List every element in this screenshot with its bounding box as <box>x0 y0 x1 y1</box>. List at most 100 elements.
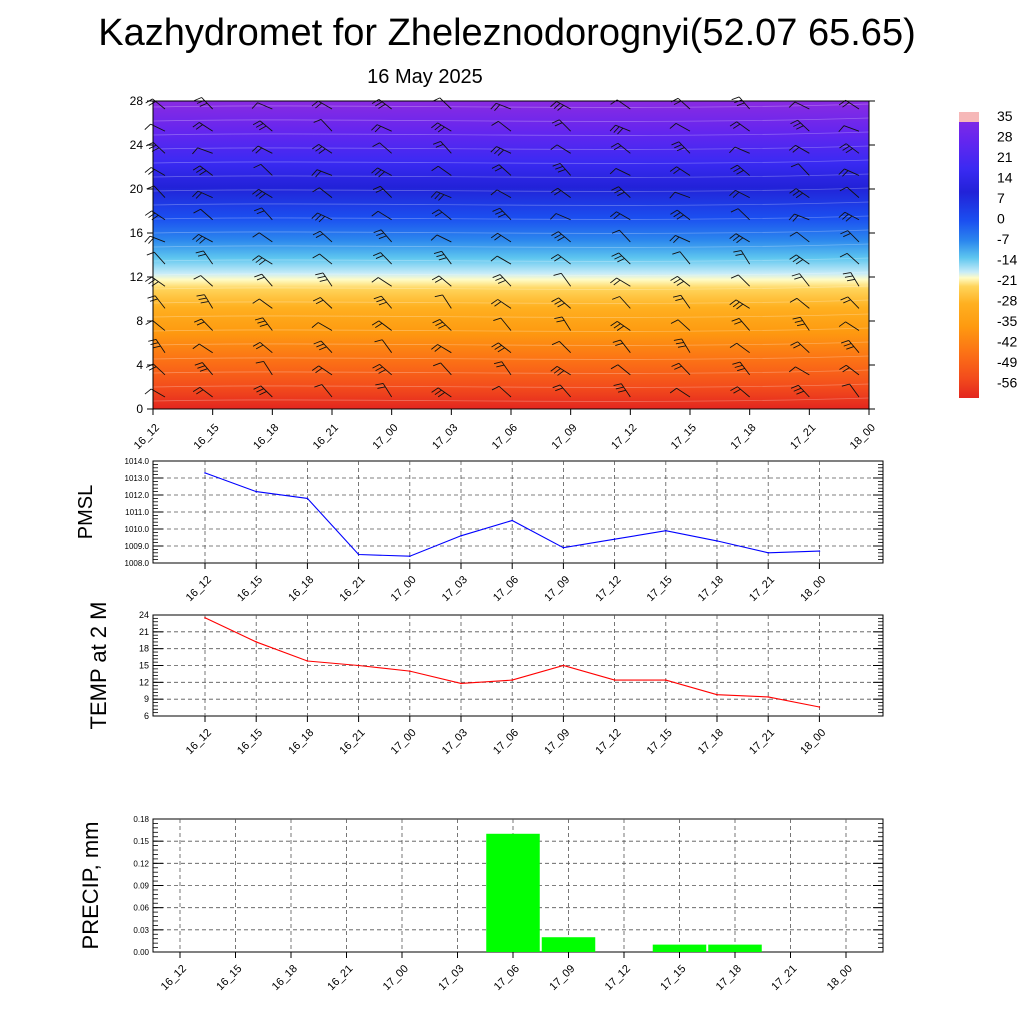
wind-barb-staff <box>497 232 512 243</box>
x-tick-label: 16_18 <box>286 727 316 757</box>
wind-barb-feather <box>318 346 327 351</box>
wind-barb-feather <box>490 146 497 153</box>
wind-barb-staff <box>321 384 333 398</box>
temp-point <box>255 641 257 643</box>
y-tick-label: 28 <box>130 94 144 108</box>
wind-barb-staff <box>620 339 631 353</box>
wind-barb-feather <box>789 297 798 303</box>
wind-barb-feather <box>796 323 805 327</box>
wind-barb-staff <box>154 295 166 309</box>
wind-barb-feather <box>838 125 845 133</box>
wind-barb-feather <box>494 235 502 241</box>
wind-barb-feather <box>730 208 739 213</box>
y-tick-label: 0.00 <box>133 948 149 957</box>
wind-barb-feather <box>735 253 744 256</box>
wind-barb-feather <box>792 190 800 196</box>
wind-barb-feather <box>436 254 445 258</box>
wind-barb <box>252 255 273 266</box>
colorbar-label: 0 <box>997 211 1005 227</box>
x-tick-label: 17_06 <box>491 574 521 604</box>
wind-barb-feather <box>490 189 498 196</box>
y-tick-label: 1010.0 <box>125 525 150 534</box>
wind-barb-feather <box>673 278 681 284</box>
wind-barb-feather <box>147 295 156 299</box>
contour-line <box>152 313 870 318</box>
wind-barb-staff <box>845 99 860 110</box>
contour-line <box>152 215 870 220</box>
wind-barb-feather <box>552 162 561 167</box>
wind-barb-staff <box>261 207 273 221</box>
wind-barb-feather <box>197 253 206 257</box>
x-tick-label: 16_21 <box>311 422 341 452</box>
wind-barb <box>788 101 810 110</box>
wind-barb-feather <box>433 140 441 145</box>
wind-barb-feather <box>144 235 151 243</box>
wind-barb-feather <box>553 103 561 109</box>
wind-barb-feather <box>253 163 262 169</box>
wind-barb-feather <box>438 194 445 201</box>
x-tick-label: 17_09 <box>542 574 572 604</box>
wind-barb-feather <box>372 363 380 369</box>
wind-barb <box>312 230 333 243</box>
wind-barb <box>254 273 273 287</box>
x-tick-label: 17_15 <box>658 963 688 993</box>
wind-barb <box>371 124 392 133</box>
wind-barb <box>669 166 691 176</box>
wind-barb-feather <box>839 252 848 258</box>
wind-barb-feather <box>374 339 383 343</box>
x-tick-label: 17_21 <box>788 422 818 452</box>
wind-barb-staff <box>319 230 333 243</box>
pmsl-point <box>409 555 411 557</box>
pmsl-point <box>818 550 821 552</box>
wind-barb-feather <box>550 144 558 151</box>
wind-barb-feather <box>375 322 383 328</box>
wind-barb-feather <box>674 144 682 149</box>
wind-barb-feather <box>551 119 560 124</box>
wind-barb-staff <box>199 387 213 398</box>
y-tick-label: 1008.0 <box>125 559 150 568</box>
wind-barb-staff <box>680 295 691 309</box>
wind-barb <box>789 254 810 265</box>
wind-barb <box>840 296 860 309</box>
contour-line <box>152 145 870 150</box>
contour-line <box>152 369 870 374</box>
wind-barb-feather <box>553 368 561 374</box>
x-tick-label: 18_00 <box>798 727 828 757</box>
wind-barb <box>550 213 571 221</box>
wind-barb <box>311 322 333 331</box>
wind-barb-feather <box>319 279 328 282</box>
wind-barb-feather <box>375 255 384 260</box>
wind-barb-staff <box>677 97 691 110</box>
wind-barb-feather <box>840 296 849 301</box>
wind-barb <box>192 234 213 244</box>
y-tick-label: 18 <box>139 644 149 654</box>
y-tick-label: 16 <box>130 226 144 240</box>
wind-barb-feather <box>437 392 446 398</box>
wind-barb-staff <box>556 365 571 376</box>
wind-barb <box>193 275 213 287</box>
x-tick-label: 16_15 <box>191 422 221 452</box>
wind-barb-staff <box>203 250 214 265</box>
wind-barb <box>490 189 512 199</box>
x-tick-label: 17_15 <box>645 727 675 757</box>
wind-barb-feather <box>554 190 562 196</box>
wind-barb-feather <box>731 318 740 322</box>
wind-barb-staff <box>735 299 750 309</box>
wind-barb-feather <box>788 366 796 373</box>
wind-barb-feather <box>494 167 503 172</box>
wind-barb-staff <box>437 122 452 132</box>
wind-barb-feather <box>371 98 380 105</box>
wind-barb-staff <box>738 274 750 287</box>
temp-axis-title: TEMP at 2 M <box>86 602 111 730</box>
wind-barb-feather <box>557 236 565 242</box>
wind-barb-feather <box>313 119 322 123</box>
wind-barb <box>431 387 452 398</box>
wind-barb-feather <box>148 169 155 175</box>
wind-barb-staff <box>497 299 512 309</box>
wind-barb <box>492 274 512 287</box>
page-title: Kazhydromet for Zheleznodorognyi(52.07 6… <box>98 12 916 54</box>
wind-barb-feather <box>196 167 204 173</box>
wind-barb-feather <box>838 211 846 218</box>
wind-barb-staff <box>677 319 691 331</box>
wind-barb-feather <box>491 342 499 348</box>
